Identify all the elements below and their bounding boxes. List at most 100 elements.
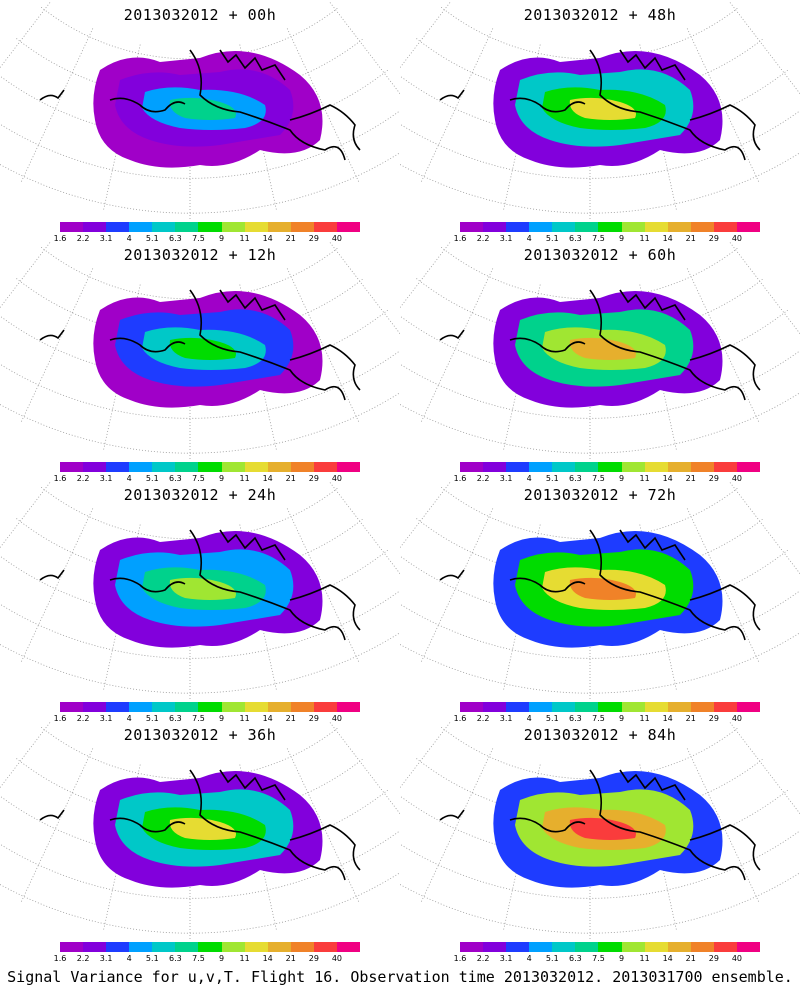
colorbar-label: 29 bbox=[308, 234, 319, 243]
colorbar-label: 3.1 bbox=[499, 234, 513, 243]
colorbar-swatch bbox=[552, 942, 576, 952]
colorbar-swatch bbox=[290, 222, 314, 232]
colorbar-label: 6.3 bbox=[569, 714, 582, 723]
colorbar-label: 3.1 bbox=[99, 234, 113, 243]
colorbar-swatch bbox=[529, 222, 553, 232]
colorbar-label: 1.6 bbox=[453, 954, 467, 963]
colorbar-swatch bbox=[221, 222, 245, 232]
colorbar-labels: 1.6 2.2 3.1 4 5.1 6.3 7.5 9 11 14 21 29 40 bbox=[454, 954, 760, 964]
colorbar-label: 7.5 bbox=[192, 234, 205, 243]
map-panel: 2013032012 + 48h 1.6 2.2 3.1 4 5.1 6.3 7.5 9 11 14… bbox=[400, 0, 800, 243]
colorbar-swatch bbox=[129, 702, 153, 712]
colorbar-label: 40 bbox=[331, 714, 343, 723]
colorbar-swatch bbox=[598, 222, 622, 232]
colorbar-swatch bbox=[736, 222, 761, 232]
colorbar-label: 7.5 bbox=[592, 474, 605, 483]
colorbar-swatch bbox=[60, 942, 84, 952]
colorbar-label: 40 bbox=[331, 234, 343, 243]
colorbar-swatch bbox=[690, 702, 714, 712]
colorbar-swatch bbox=[713, 462, 737, 472]
map-panel: 2013032012 + 36h 1.6 2.2 3.1 4 5.1 6.3 7.5 9 11 14… bbox=[0, 720, 400, 963]
colorbar-swatch bbox=[83, 942, 107, 952]
colorbar-swatch bbox=[175, 222, 199, 232]
colorbar-swatch bbox=[83, 222, 107, 232]
coastline bbox=[39, 49, 361, 161]
colorbar bbox=[460, 222, 761, 232]
colorbar-labels: 1.6 2.2 3.1 4 5.1 6.3 7.5 9 11 14 21 29 40 bbox=[454, 714, 760, 724]
colorbar-swatch bbox=[106, 462, 130, 472]
colorbar-label: 40 bbox=[731, 954, 743, 963]
colorbar-label: 11 bbox=[639, 954, 650, 963]
colorbar-swatch bbox=[244, 702, 268, 712]
colorbar-swatch bbox=[460, 222, 484, 232]
colorbar-label: 3.1 bbox=[499, 474, 513, 483]
colorbar-label: 14 bbox=[662, 234, 673, 243]
colorbar-swatch bbox=[175, 942, 199, 952]
colorbar-swatch bbox=[198, 222, 222, 232]
variance-map bbox=[0, 482, 400, 700]
colorbar-label: 14 bbox=[262, 474, 273, 483]
colorbar-swatch bbox=[460, 942, 484, 952]
colorbar-swatch bbox=[506, 942, 530, 952]
colorbar-label: 1.6 bbox=[53, 234, 67, 243]
colorbar-label: 5.1 bbox=[145, 234, 159, 243]
colorbar-label: 40 bbox=[731, 234, 743, 243]
colorbar-swatch bbox=[644, 942, 668, 952]
colorbar-label: 29 bbox=[308, 714, 319, 723]
colorbar-label: 29 bbox=[308, 954, 319, 963]
variance-field bbox=[93, 290, 323, 408]
colorbar-swatch bbox=[129, 462, 153, 472]
colorbar-swatch bbox=[529, 702, 553, 712]
variance-field bbox=[93, 530, 323, 648]
colorbar-label: 9 bbox=[618, 234, 625, 243]
colorbar-swatch bbox=[336, 462, 361, 472]
colorbar-swatch bbox=[690, 942, 714, 952]
colorbar-swatch bbox=[152, 222, 176, 232]
colorbar-swatch bbox=[244, 942, 268, 952]
colorbar bbox=[460, 462, 761, 472]
colorbar-labels: 1.6 2.2 3.1 4 5.1 6.3 7.5 9 11 14 21 29 40 bbox=[54, 954, 360, 964]
variance-field bbox=[93, 50, 323, 168]
colorbar-label: 3.1 bbox=[499, 714, 513, 723]
colorbar-swatch bbox=[552, 462, 576, 472]
colorbar-swatch bbox=[106, 222, 130, 232]
colorbar-label: 6.3 bbox=[169, 714, 182, 723]
colorbar-swatch bbox=[575, 702, 599, 712]
colorbar-label: 2.2 bbox=[76, 234, 90, 243]
colorbar-label: 2.2 bbox=[476, 714, 490, 723]
panel-title: 2013032012 + 72h bbox=[523, 486, 677, 504]
colorbar-label: 1.6 bbox=[53, 954, 67, 963]
colorbar bbox=[60, 942, 361, 952]
colorbar-label: 5.1 bbox=[545, 474, 559, 483]
colorbar-label: 11 bbox=[239, 714, 250, 723]
colorbar-label: 9 bbox=[218, 234, 225, 243]
colorbar-swatch bbox=[529, 462, 553, 472]
colorbar-swatch bbox=[575, 222, 599, 232]
variance-map bbox=[400, 242, 800, 460]
colorbar-label: 7.5 bbox=[592, 234, 605, 243]
colorbar-label: 5.1 bbox=[545, 234, 559, 243]
colorbar-swatch bbox=[267, 222, 291, 232]
latlon-grid bbox=[400, 2, 800, 220]
colorbar-label: 3.1 bbox=[499, 954, 513, 963]
variance-map bbox=[400, 482, 800, 700]
coastline bbox=[439, 769, 761, 881]
colorbar-swatch bbox=[221, 462, 245, 472]
colorbar-label: 2.2 bbox=[76, 474, 90, 483]
colorbar-label: 5.1 bbox=[145, 714, 159, 723]
colorbar-swatch bbox=[175, 702, 199, 712]
colorbar-label: 5.1 bbox=[145, 954, 159, 963]
colorbar-label: 5.1 bbox=[545, 954, 559, 963]
colorbar-label: 29 bbox=[708, 474, 719, 483]
colorbar-label: 11 bbox=[239, 954, 250, 963]
colorbar-swatch bbox=[598, 942, 622, 952]
colorbar-labels: 1.6 2.2 3.1 4 5.1 6.3 7.5 9 11 14 21 29 40 bbox=[454, 474, 760, 484]
colorbar-swatch bbox=[690, 222, 714, 232]
coastline bbox=[439, 49, 761, 161]
colorbar-label: 6.3 bbox=[169, 234, 182, 243]
colorbar-swatch bbox=[736, 702, 761, 712]
colorbar-swatch bbox=[106, 702, 130, 712]
colorbar-swatch bbox=[336, 702, 361, 712]
colorbar-label: 5.1 bbox=[545, 714, 559, 723]
colorbar-swatch bbox=[598, 462, 622, 472]
